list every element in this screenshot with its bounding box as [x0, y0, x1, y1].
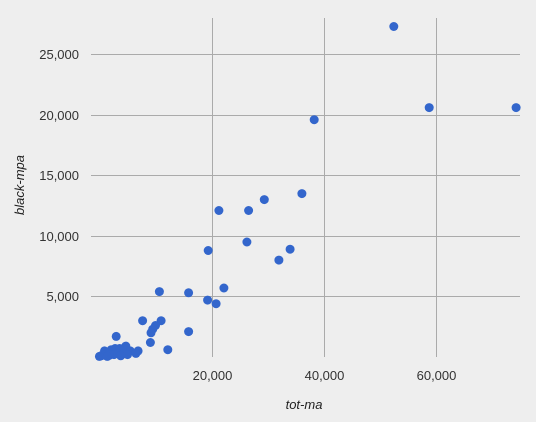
- scatter-point[interactable]: [424, 103, 434, 113]
- y-tick-label: 5,000: [46, 289, 79, 304]
- scatter-point[interactable]: [244, 206, 254, 215]
- scatter-point[interactable]: [389, 22, 399, 31]
- scatter-point[interactable]: [154, 287, 164, 297]
- y-tick-label: 15,000: [39, 168, 79, 183]
- x-tick-label: 40,000: [305, 368, 345, 383]
- scatter-point[interactable]: [111, 331, 121, 341]
- y-tick-label: 20,000: [39, 108, 79, 123]
- scatter-point[interactable]: [242, 237, 252, 247]
- scatter-point[interactable]: [94, 351, 104, 361]
- data-points: [94, 22, 521, 361]
- y-axis-title: black-mpa: [12, 155, 27, 215]
- scatter-point[interactable]: [116, 351, 126, 361]
- scatter-point[interactable]: [309, 115, 319, 125]
- scatter-point[interactable]: [285, 244, 295, 254]
- tick-labels: 5,000 10,000 15,000 20,000 25,000 20,000 40,00…: [39, 47, 456, 383]
- scatter-point[interactable]: [203, 295, 213, 305]
- scatter-point[interactable]: [163, 345, 173, 355]
- scatter-point[interactable]: [184, 327, 194, 337]
- scatter-point[interactable]: [203, 246, 213, 255]
- scatter-point[interactable]: [219, 283, 229, 293]
- scatter-point[interactable]: [511, 103, 521, 113]
- scatter-point[interactable]: [123, 350, 132, 360]
- scatter-point[interactable]: [146, 328, 156, 338]
- scatter-point[interactable]: [274, 255, 284, 265]
- scatter-point[interactable]: [214, 206, 224, 215]
- scatter-point[interactable]: [184, 288, 194, 298]
- gridlines: [91, 18, 520, 357]
- scatter-point[interactable]: [138, 316, 148, 326]
- scatter-point[interactable]: [211, 299, 221, 309]
- y-tick-label: 10,000: [39, 229, 79, 244]
- scatter-point[interactable]: [145, 338, 155, 347]
- y-tick-label: 25,000: [39, 47, 79, 62]
- x-tick-label: 60,000: [417, 368, 457, 383]
- scatter-point[interactable]: [131, 348, 141, 358]
- scatter-point[interactable]: [297, 189, 307, 199]
- scatter-point[interactable]: [259, 195, 269, 205]
- x-tick-label: 20,000: [193, 368, 233, 383]
- x-axis-title: tot-ma: [286, 397, 323, 412]
- scatter-point[interactable]: [102, 351, 112, 361]
